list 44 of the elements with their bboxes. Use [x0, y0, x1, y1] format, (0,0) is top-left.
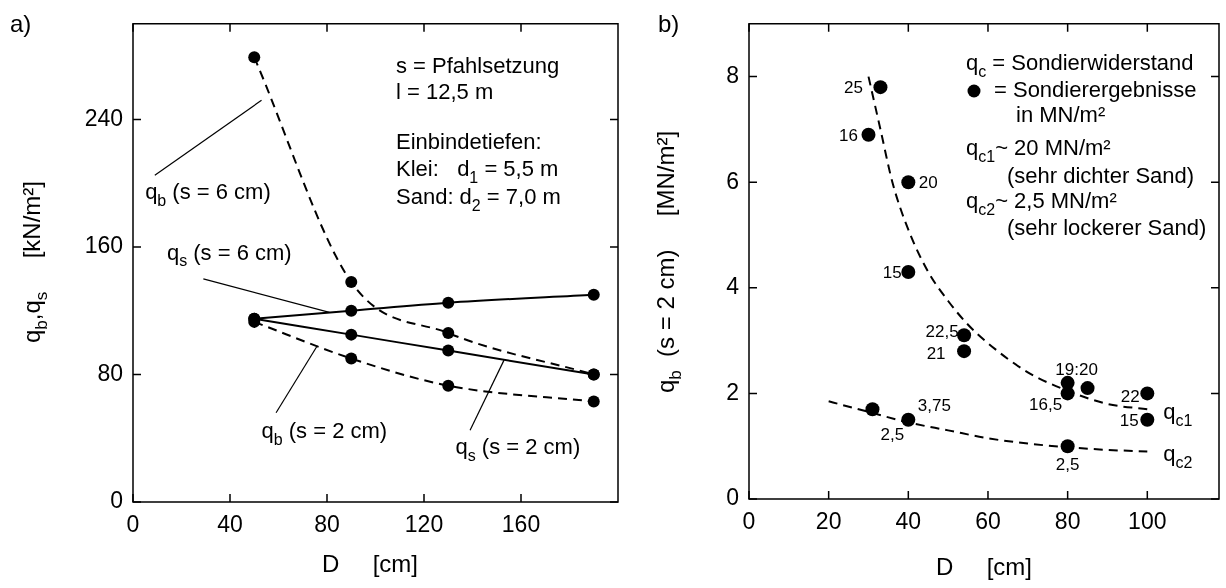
x-axis-title: D [cm]: [936, 553, 1032, 580]
annotation: 16: [839, 125, 858, 145]
annotation: 15: [1119, 410, 1139, 430]
x-tick-label: 40: [895, 508, 922, 535]
chart-title: a): [10, 10, 32, 37]
x-tick-label: 120: [404, 511, 444, 538]
x-axis-title: D [cm]: [322, 550, 418, 577]
text: qb,qs [kN/m²]: [18, 181, 52, 343]
y-tick-label: 2: [726, 378, 739, 405]
annotation: l = 12,5 m: [396, 79, 494, 104]
chart-title: b): [658, 10, 680, 37]
annotation: s = Pfahlsetzung: [396, 53, 560, 78]
y-tick-label: 0: [110, 487, 123, 514]
y-tick-label: 240: [84, 104, 123, 131]
annotation: (sehr dichter Sand): [1007, 163, 1195, 188]
x-tick-label: 80: [314, 511, 340, 538]
annotation: Einbindetiefen:: [396, 129, 542, 154]
annotation: 16,5: [1029, 395, 1063, 415]
y-tick-label: 0: [726, 484, 739, 511]
annotation: 25: [843, 78, 863, 98]
annotation: 3,75: [917, 395, 951, 415]
annotation: 2,5: [1055, 455, 1080, 475]
y-tick-label: 4: [726, 273, 740, 300]
annotation: 19:20: [1055, 359, 1098, 379]
annotation: (sehr lockerer Sand): [1007, 215, 1207, 240]
annotation: 20: [918, 173, 938, 193]
y-tick-label: 8: [726, 61, 739, 88]
annotation: 2,5: [880, 424, 905, 444]
y-axis-title: qb (s = 2 cm) [MN/m²]: [652, 130, 686, 394]
annotation: 22: [1120, 387, 1140, 407]
x-tick-label: 40: [217, 511, 243, 538]
y-tick-label: 6: [726, 167, 739, 194]
annotation: 22,5: [925, 322, 959, 342]
y-tick-label: 80: [97, 359, 123, 386]
x-tick-label: 80: [1054, 508, 1081, 535]
annotation: 15: [882, 262, 902, 282]
x-tick-label: 0: [126, 511, 140, 538]
x-tick-label: 20: [815, 508, 842, 535]
annotation: 21: [926, 344, 946, 364]
x-tick-label: 160: [501, 511, 541, 538]
x-tick-label: 60: [975, 508, 1001, 535]
legend-label: = Sondierergebnisse in MN/m²: [994, 77, 1197, 127]
x-tick-label: 100: [1128, 508, 1167, 535]
y-tick-label: 160: [84, 232, 123, 259]
